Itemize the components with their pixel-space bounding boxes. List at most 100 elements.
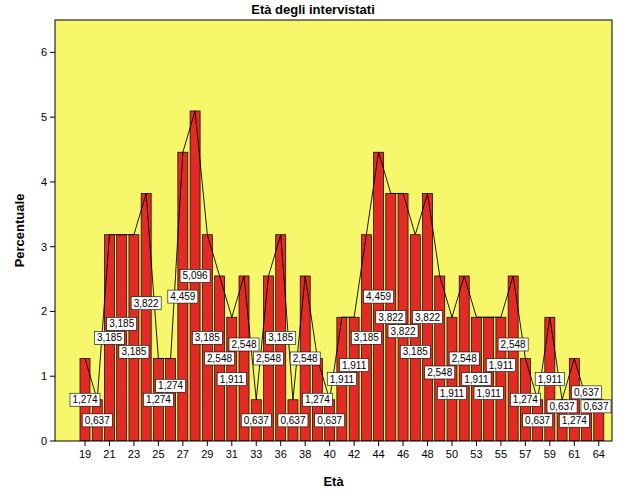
data-label: 1,911 <box>535 373 564 386</box>
data-label: 2,548 <box>290 352 320 365</box>
y-tick <box>50 376 55 377</box>
data-label-text: 2,548 <box>427 367 452 378</box>
data-label: 2,548 <box>498 338 528 351</box>
data-label: 0,637 <box>581 400 611 413</box>
data-label: 3,185 <box>192 331 222 344</box>
data-label-text: 0,637 <box>85 415 110 426</box>
data-label-text: 2,548 <box>501 339 526 350</box>
data-label: 1,911 <box>474 387 503 400</box>
data-label-box <box>388 325 418 338</box>
data-label: 2,548 <box>425 366 455 379</box>
data-label-box <box>364 290 394 303</box>
x-tick-label: 44 <box>372 448 384 460</box>
data-label: 0,637 <box>241 414 271 427</box>
x-tick <box>476 441 477 446</box>
data-label-text: 3,822 <box>415 312 440 323</box>
data-label-text: 1,911 <box>342 360 367 371</box>
data-label-box <box>547 400 577 413</box>
data-label: 0,637 <box>547 400 577 413</box>
data-label-box <box>486 359 515 372</box>
data-label-box <box>180 269 210 282</box>
x-tick-label: 40 <box>324 448 336 460</box>
marks <box>80 111 604 441</box>
x-tick <box>85 441 86 446</box>
y-tick-label: 5 <box>41 111 47 123</box>
x-tick <box>231 441 232 446</box>
data-label: 1,274 <box>70 393 100 406</box>
data-label-text: 3,185 <box>109 318 134 329</box>
data-label-text: 1,911 <box>538 374 563 385</box>
y-tick <box>50 181 55 182</box>
x-tick-label: 36 <box>275 448 287 460</box>
data-label-box <box>437 387 466 400</box>
data-label-box <box>119 345 149 358</box>
data-label: 1,911 <box>437 387 466 400</box>
data-label-text: 5,096 <box>183 270 208 281</box>
x-tick-label: 33 <box>250 448 262 460</box>
data-label-text: 0,637 <box>280 415 305 426</box>
y-tick <box>50 52 55 53</box>
data-label-text: 3,822 <box>391 326 416 337</box>
data-label-box <box>205 352 235 365</box>
data-label-box <box>278 414 308 427</box>
x-tick-label: 29 <box>201 448 213 460</box>
x-tick <box>500 441 501 446</box>
data-label-box <box>70 393 100 406</box>
x-tick <box>598 441 599 446</box>
x-tick-label: 57 <box>519 448 531 460</box>
data-label: 3,822 <box>131 297 161 310</box>
x-tick <box>207 441 208 446</box>
data-label: 1,911 <box>462 373 491 386</box>
data-label-box <box>425 366 455 379</box>
data-label-box <box>82 414 112 427</box>
x-tick <box>256 441 257 446</box>
data-label-box <box>290 352 320 365</box>
y-tick <box>50 246 55 247</box>
data-label-box <box>315 414 345 427</box>
data-label-text: 1,911 <box>440 388 465 399</box>
data-label-box <box>572 386 602 399</box>
x-tick-label: 19 <box>79 448 91 460</box>
x-tick-label: 23 <box>128 448 140 460</box>
x-tick-label: 50 <box>446 448 458 460</box>
x-tick-label: 42 <box>348 448 360 460</box>
data-label-text: 1,911 <box>464 374 489 385</box>
title: Età degli intervistati <box>251 2 375 17</box>
data-label-text: 1,274 <box>305 394 330 405</box>
data-label-box <box>131 297 161 310</box>
x-tick <box>109 441 110 446</box>
y-tick-label: 3 <box>41 241 47 253</box>
y-tick-label: 4 <box>41 176 47 188</box>
x-tick <box>354 441 355 446</box>
data-label: 3,185 <box>266 331 296 344</box>
data-label-text: 0,637 <box>244 415 269 426</box>
background <box>0 0 626 501</box>
data-labels: 1,2740,6373,1853,1853,1853,8221,2741,274… <box>70 269 611 427</box>
data-label: 1,911 <box>217 373 246 386</box>
x-tick-label: 25 <box>152 448 164 460</box>
data-label-text: 2,548 <box>256 353 281 364</box>
data-label-box <box>559 414 589 427</box>
data-label: 1,274 <box>510 393 540 406</box>
data-label-text: 3,185 <box>268 332 293 343</box>
data-label-text: 4,459 <box>170 291 195 302</box>
data-label: 3,822 <box>376 311 406 324</box>
data-label: 1,911 <box>486 359 515 372</box>
data-label: 4,459 <box>168 290 198 303</box>
chart: 0123456192123252729313336384042444648505… <box>0 0 626 501</box>
data-label-box <box>253 352 283 365</box>
plot-area <box>55 20 612 441</box>
data-label-box <box>192 331 222 344</box>
data-label-box <box>217 373 246 386</box>
x-tick-label: 27 <box>177 448 189 460</box>
x-tick <box>182 441 183 446</box>
y-tick-label: 1 <box>41 370 47 382</box>
x-tick-label: 38 <box>299 448 311 460</box>
data-label-box <box>535 373 564 386</box>
data-label-box <box>94 331 124 344</box>
data-label: 2,548 <box>253 352 283 365</box>
data-label-text: 2,548 <box>293 353 318 364</box>
data-label: 2,548 <box>205 352 235 365</box>
data-label-text: 1,274 <box>158 380 183 391</box>
y-tick <box>50 441 55 442</box>
